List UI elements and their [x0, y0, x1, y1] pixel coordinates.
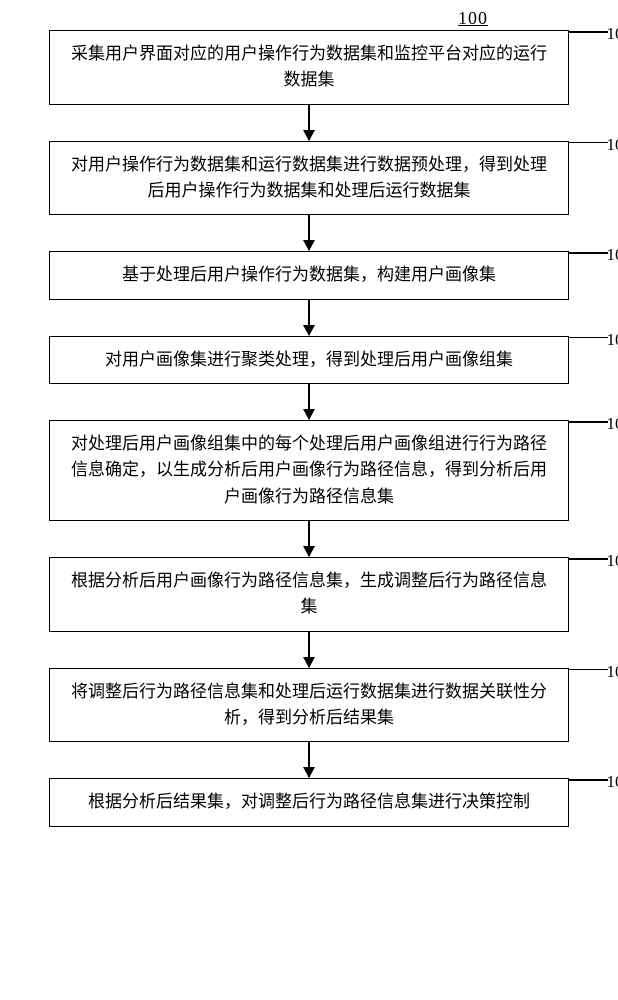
flow-step-text: 对用户画像集进行聚类处理，得到处理后用户画像组集 — [105, 347, 513, 373]
flow-arrow — [49, 521, 569, 557]
flow-step-text: 根据分析后用户画像行为路径信息集，生成调整后行为路径信息集 — [68, 568, 550, 621]
step-number-label: 107 — [607, 659, 618, 685]
flow-arrow — [49, 384, 569, 420]
arrow-head-icon — [303, 546, 315, 557]
flow-step-104: 对用户画像集进行聚类处理，得到处理后用户画像组集104 — [49, 336, 569, 384]
step-number-label: 103 — [607, 242, 618, 268]
flow-arrow — [49, 632, 569, 668]
step-number-label: 105 — [607, 411, 618, 437]
flow-step-text: 采集用户界面对应的用户操作行为数据集和监控平台对应的运行数据集 — [68, 41, 550, 94]
flow-step-106: 根据分析后用户画像行为路径信息集，生成调整后行为路径信息集106 — [49, 557, 569, 632]
flow-step-107: 将调整后行为路径信息集和处理后运行数据集进行数据关联性分析，得到分析后结果集10… — [49, 668, 569, 743]
figure-number-label: 100 — [458, 8, 488, 29]
flow-step-text: 将调整后行为路径信息集和处理后运行数据集进行数据关联性分析，得到分析后结果集 — [68, 679, 550, 732]
flow-step-108: 根据分析后结果集，对调整后行为路径信息集进行决策控制108 — [49, 778, 569, 826]
arrow-head-icon — [303, 240, 315, 251]
flowchart-root: 采集用户界面对应的用户操作行为数据集和监控平台对应的运行数据集101 对用户操作行… — [0, 30, 618, 827]
leader-line — [568, 31, 608, 33]
step-number-label: 102 — [607, 132, 618, 158]
flow-step-105: 对处理后用户画像组集中的每个处理后用户画像组进行行为路径信息确定，以生成分析后用… — [49, 420, 569, 521]
flow-step-101: 采集用户界面对应的用户操作行为数据集和监控平台对应的运行数据集101 — [49, 30, 569, 105]
leader-line — [568, 252, 608, 254]
arrow-head-icon — [303, 767, 315, 778]
flow-step-102: 对用户操作行为数据集和运行数据集进行数据预处理，得到处理后用户操作行为数据集和处… — [49, 141, 569, 216]
flow-arrow — [49, 300, 569, 336]
flow-arrow — [49, 105, 569, 141]
arrow-head-icon — [303, 325, 315, 336]
step-number-label: 106 — [607, 548, 618, 574]
arrow-head-icon — [303, 130, 315, 141]
flow-arrow — [49, 215, 569, 251]
flow-step-text: 对用户操作行为数据集和运行数据集进行数据预处理，得到处理后用户操作行为数据集和处… — [68, 152, 550, 205]
flowchart-canvas: 100 采集用户界面对应的用户操作行为数据集和监控平台对应的运行数据集101对用… — [0, 0, 618, 1000]
step-number-label: 104 — [607, 327, 618, 353]
arrow-head-icon — [303, 409, 315, 420]
flow-step-text: 对处理后用户画像组集中的每个处理后用户画像组进行行为路径信息确定，以生成分析后用… — [68, 431, 550, 510]
leader-line — [568, 421, 608, 423]
flow-step-text: 根据分析后结果集，对调整后行为路径信息集进行决策控制 — [88, 789, 530, 815]
leader-line — [568, 142, 608, 144]
flow-step-text: 基于处理后用户操作行为数据集，构建用户画像集 — [122, 262, 496, 288]
flow-arrow — [49, 742, 569, 778]
leader-line — [568, 337, 608, 339]
leader-line — [568, 669, 608, 671]
leader-line — [568, 558, 608, 560]
step-number-label: 101 — [607, 21, 618, 47]
flow-step-103: 基于处理后用户操作行为数据集，构建用户画像集103 — [49, 251, 569, 299]
step-number-label: 108 — [607, 769, 618, 795]
arrow-head-icon — [303, 657, 315, 668]
leader-line — [568, 779, 608, 781]
